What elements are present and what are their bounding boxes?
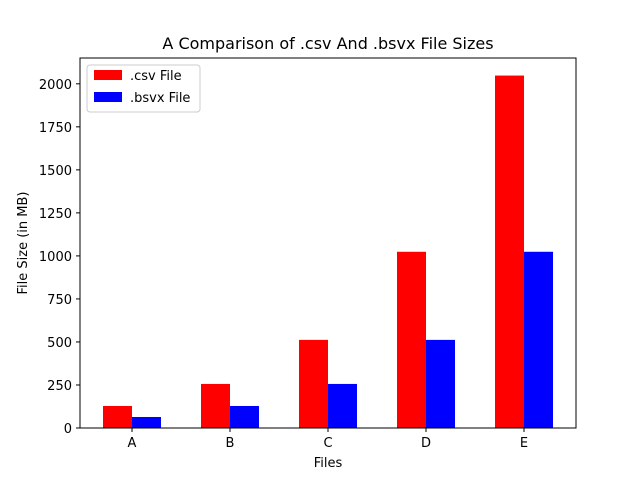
y-tick-label: 1750 bbox=[39, 121, 72, 136]
bar-csv-D bbox=[397, 251, 426, 428]
y-tick-label: 500 bbox=[47, 336, 72, 351]
y-tick-label: 1250 bbox=[39, 207, 72, 222]
x-axis-label: Files bbox=[314, 456, 343, 471]
y-axis-ticks: 0 250 500 750 1000 1250 1500 1750 2000 bbox=[39, 78, 80, 437]
chart-title: A Comparison of .csv And .bsvx File Size… bbox=[162, 34, 493, 53]
y-tick-label: 750 bbox=[47, 293, 72, 308]
y-axis-label: File Size (in MB) bbox=[16, 192, 31, 295]
legend: .csv File .bsvx File bbox=[86, 64, 201, 113]
bar-csv-A bbox=[103, 405, 132, 428]
x-axis-ticks: A B C D E bbox=[128, 428, 528, 451]
x-tick-label: E bbox=[520, 436, 528, 451]
y-tick-label: 1000 bbox=[39, 250, 72, 265]
plot-frame bbox=[79, 57, 577, 429]
x-tick-label: B bbox=[226, 436, 235, 451]
y-tick-label: 250 bbox=[47, 379, 72, 394]
x-tick-label: C bbox=[323, 436, 332, 451]
bar-bsvx-E bbox=[524, 251, 553, 428]
bar-csv-C bbox=[299, 339, 328, 428]
y-tick-label: 2000 bbox=[39, 78, 72, 93]
legend-label-csv: .csv File bbox=[130, 69, 182, 84]
y-tick-label: 0 bbox=[64, 422, 72, 437]
x-tick-label: D bbox=[421, 436, 431, 451]
bar-bsvx-D bbox=[426, 339, 455, 428]
bars bbox=[103, 75, 553, 428]
legend-swatch-bsvx bbox=[94, 92, 122, 102]
bar-bsvx-A bbox=[132, 416, 161, 428]
y-tick-label: 1500 bbox=[39, 164, 72, 179]
x-tick-label: A bbox=[128, 436, 137, 451]
legend-label-bsvx: .bsvx File bbox=[130, 91, 190, 106]
legend-swatch-csv bbox=[94, 70, 122, 80]
bar-bsvx-C bbox=[328, 383, 357, 428]
bar-bsvx-B bbox=[230, 405, 259, 428]
bar-csv-B bbox=[201, 383, 230, 428]
bar-csv-E bbox=[495, 75, 524, 428]
